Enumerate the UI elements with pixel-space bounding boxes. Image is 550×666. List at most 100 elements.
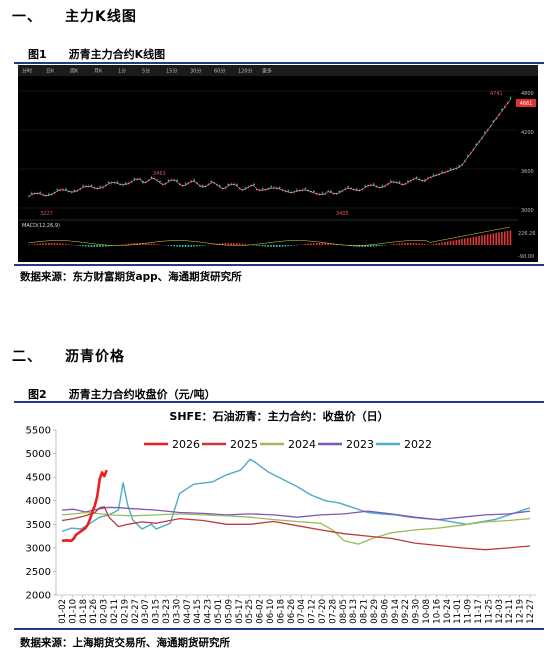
kline-tab-4[interactable]: 1分 — [118, 68, 126, 75]
macd-bar — [45, 243, 47, 245]
x-tick-label: 11-09 — [464, 599, 474, 624]
macd-bar — [492, 233, 495, 245]
kline-candle — [484, 132, 486, 134]
macd-bar — [47, 243, 50, 245]
kline-tab-8[interactable]: 60分 — [214, 68, 225, 75]
kline-candle — [261, 188, 264, 190]
kline-candle — [218, 185, 221, 187]
macd-bar — [65, 243, 67, 245]
macd-bar — [284, 245, 287, 247]
x-tick-label: 04-07 — [183, 599, 193, 624]
macd-bar — [458, 239, 460, 245]
macd-bar — [261, 245, 264, 247]
x-tick-label: 06-10 — [266, 599, 276, 624]
macd-bar — [398, 243, 401, 245]
macd-bar — [407, 243, 409, 245]
series-line-2022 — [61, 458, 531, 533]
macd-bar — [381, 245, 383, 246]
macd-bar — [310, 243, 312, 245]
macd-bar — [96, 245, 98, 247]
kline-candle — [398, 181, 401, 183]
x-tick-label: 12-03 — [495, 599, 505, 624]
figure2-source: 数据来源：上海期货交易所、海通期货研究所 — [20, 637, 230, 649]
kline-candle — [236, 184, 238, 186]
kline-tab-1[interactable]: 日K — [46, 69, 55, 75]
kline-tab-6[interactable]: 15分 — [166, 68, 177, 75]
kline-candle — [492, 120, 495, 122]
macd-bar — [327, 243, 329, 245]
legend-label-2026: 2026 — [172, 438, 200, 451]
kline-candle — [47, 193, 50, 195]
macd-bar — [87, 245, 90, 247]
kline-candle — [295, 189, 298, 191]
kline-candle — [458, 165, 461, 167]
y-tick-label: 3000 — [26, 543, 51, 554]
mark-low-1: 3227 — [40, 211, 53, 217]
x-tick-label: 03-23 — [162, 599, 172, 624]
macd-bar — [392, 244, 395, 245]
kline-tab-7[interactable]: 30分 — [190, 68, 201, 75]
mark-high: 4741 — [490, 91, 503, 97]
x-tick-label: 06-26 — [287, 599, 297, 624]
y-tick-label: 4000 — [26, 496, 51, 507]
macd-bar — [449, 241, 452, 245]
kline-candle — [176, 180, 178, 182]
macd-bar — [281, 245, 284, 247]
y-tick-label: 2000 — [26, 591, 51, 602]
macd-bar — [418, 243, 421, 245]
macd-bar — [412, 243, 415, 245]
kline-chart: 分时 日K 周K 月K 1分 5分 15分 30分 60分 120分 更多 4661 4800 42… — [18, 65, 538, 262]
macd-bar — [104, 245, 107, 247]
y-tick-label: 3500 — [26, 520, 51, 531]
macd-bar — [367, 245, 369, 247]
x-tick-label: 01-18 — [79, 599, 89, 624]
macd-bar — [176, 245, 178, 247]
macd-bar — [484, 235, 486, 245]
macd-bar — [404, 243, 406, 245]
macd-bar — [446, 241, 449, 245]
kline-tab-10[interactable]: 更多 — [262, 68, 272, 75]
kline-candle — [159, 181, 161, 183]
macd-bar — [481, 235, 483, 245]
kline-candle — [313, 190, 315, 193]
series-line-2025 — [61, 506, 531, 551]
macd-bar — [427, 244, 429, 245]
kline-tab-5[interactable]: 5分 — [142, 68, 150, 75]
macd-bar — [230, 243, 232, 245]
macd-bar — [127, 243, 130, 245]
macd-bar — [42, 243, 44, 245]
macd-label: MACD(12,26,9) — [22, 223, 60, 229]
kline-candle — [278, 187, 281, 189]
kline-candle — [364, 185, 367, 187]
macd-bar — [236, 243, 238, 245]
macd-bar — [486, 234, 489, 245]
kline-tab-9[interactable]: 120分 — [238, 68, 253, 75]
x-tick-label: 10-24 — [443, 599, 453, 624]
macd-bar — [193, 245, 195, 247]
x-tick-label: 11-17 — [474, 599, 484, 624]
macd-bar — [501, 232, 503, 245]
kline-candle — [407, 180, 409, 182]
kline-candle — [167, 179, 170, 182]
kline-candle — [415, 176, 418, 179]
macd-bar — [318, 243, 321, 245]
kline-candle — [509, 97, 512, 99]
kline-candle — [381, 185, 384, 187]
kline-tab-0[interactable]: 分时 — [22, 68, 32, 75]
x-tick-label: 12-19 — [516, 599, 526, 624]
x-tick-label: 09-30 — [412, 599, 422, 624]
kline-candle — [330, 190, 332, 192]
kline-candle — [210, 180, 213, 183]
kline-tab-2[interactable]: 周K — [70, 69, 79, 75]
macd-bar — [133, 243, 136, 245]
x-tick-label: 01-26 — [89, 599, 99, 624]
x-tick-label: 07-12 — [308, 599, 318, 624]
kline-tab-3[interactable]: 月K — [94, 69, 103, 75]
macd-bar — [415, 243, 418, 245]
macd-bar — [144, 243, 147, 245]
figure2-bottom-rule — [14, 628, 544, 630]
x-tick-label: 06-18 — [276, 599, 286, 624]
section-title-kline: 一、 主力K线图 — [12, 9, 137, 25]
macd-bar — [372, 245, 375, 247]
kline-candle — [501, 109, 503, 111]
